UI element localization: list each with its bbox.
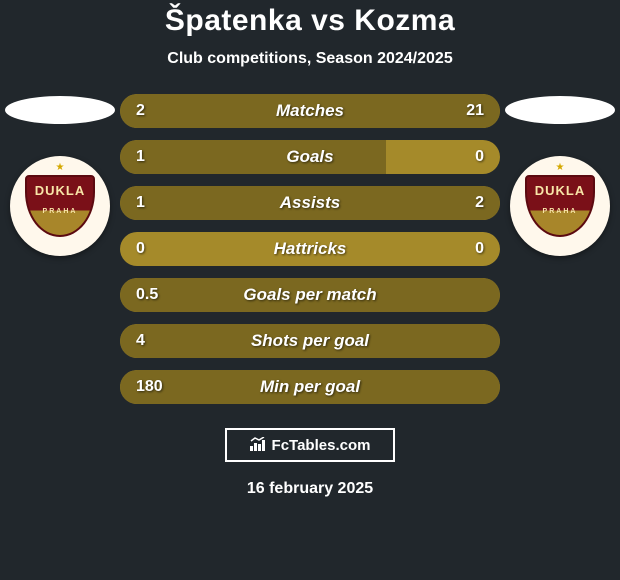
player-right-photo-placeholder [505,96,615,124]
stat-value-right: 0 [475,148,484,166]
stat-label: Matches [276,101,344,121]
stat-value-left: 4 [136,332,145,350]
shield-icon: DUKLA PRAHA [525,175,595,237]
stat-row: 0.5 Goals per match [120,278,500,312]
player-left-club-badge: ★ DUKLA PRAHA [10,156,110,256]
stat-value-left: 0.5 [136,286,158,304]
stat-value-right: 0 [475,240,484,258]
page-title: Špatenka vs Kozma [165,4,455,38]
shield-icon: DUKLA PRAHA [25,175,95,237]
stat-row: 4 Shots per goal [120,324,500,358]
player-left-column: ★ DUKLA PRAHA [0,88,120,256]
comparison-card: Špatenka vs Kozma Club competitions, Sea… [0,0,620,580]
stat-row: 0 Hattricks 0 [120,232,500,266]
main-row: ★ DUKLA PRAHA 2Matches211Goals01Assists2… [0,88,620,404]
stat-label: Shots per goal [251,331,369,351]
player-right-club-badge: ★ DUKLA PRAHA [510,156,610,256]
stats-column: 2 Matches 21 1 Goals 0 1 Assists 2 0 Hattricks 0 0.5… [120,88,500,404]
page-subtitle: Club competitions, Season 2024/2025 [167,50,452,68]
stat-value-left: 1 [136,194,145,212]
stat-value-left: 0 [136,240,145,258]
branding-box: FcTables.com [225,428,395,462]
club-right-name: DUKLA [535,183,586,198]
stat-value-right: 2 [475,194,484,212]
player-right-column: ★ DUKLA PRAHA [500,88,620,256]
stat-row: 1 Goals 0 [120,140,500,174]
stat-label: Assists [280,193,340,213]
stat-value-right: 21 [466,102,484,120]
stat-value-left: 2 [136,102,145,120]
branding-text: FcTables.com [272,437,371,454]
player-left-photo-placeholder [5,96,115,124]
club-left-name: DUKLA [35,183,86,198]
stat-label: Hattricks [274,239,347,259]
stat-row: 1 Assists 2 [120,186,500,220]
stat-value-left: 180 [136,378,163,396]
stat-fill-left [120,140,386,174]
star-icon: ★ [56,162,65,173]
stat-label: Goals per match [243,285,376,305]
chart-icon [250,437,268,454]
stat-value-left: 1 [136,148,145,166]
star-icon: ★ [556,162,565,173]
stat-row: 2 Matches 21 [120,94,500,128]
stat-label: Goals [286,147,333,167]
club-right-sub: PRAHA [543,208,578,215]
stat-row: 180 Min per goal [120,370,500,404]
stat-label: Min per goal [260,377,360,397]
club-left-sub: PRAHA [43,208,78,215]
footer-date: 16 february 2025 [247,480,373,498]
